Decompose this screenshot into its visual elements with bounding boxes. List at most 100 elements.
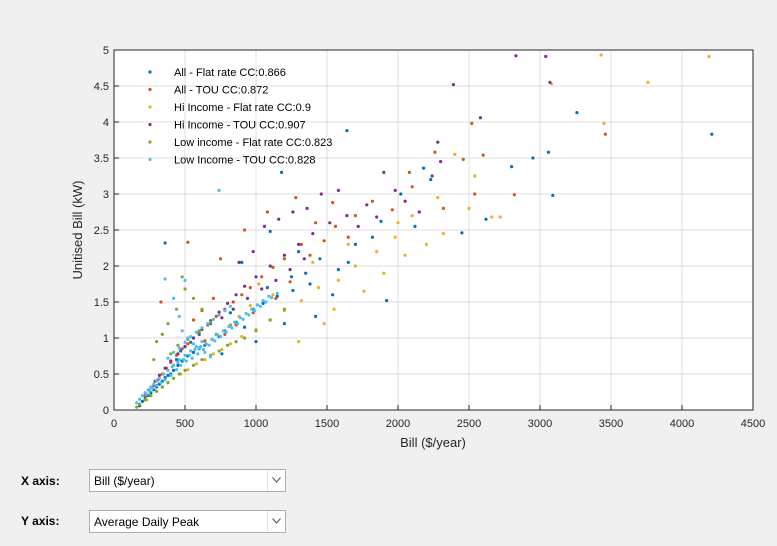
- y-axis-control-label: Y axis:: [21, 514, 60, 528]
- data-point: [186, 342, 190, 346]
- data-point: [245, 296, 250, 300]
- data-point: [152, 358, 156, 362]
- y-tick-label: 4.5: [94, 81, 109, 93]
- data-point: [172, 296, 176, 300]
- x-axis-dropdown[interactable]: Bill ($/year): [89, 469, 286, 492]
- data-point: [551, 193, 555, 197]
- x-tick-label: 1500: [315, 418, 339, 430]
- data-point: [248, 286, 252, 290]
- data-point: [370, 199, 374, 203]
- data-point: [260, 275, 264, 279]
- data-point: [180, 347, 184, 351]
- data-point: [231, 300, 235, 304]
- data-point: [214, 314, 218, 318]
- data-point: [186, 240, 190, 244]
- y-tick-label: 4: [103, 117, 109, 129]
- legend-entry: All - Flat rate CC:0.866: [174, 67, 286, 79]
- y-axis-title: Unitised Bill (kW): [70, 181, 85, 280]
- data-point: [599, 53, 603, 57]
- data-point: [145, 392, 149, 396]
- data-point: [365, 203, 369, 207]
- data-point: [183, 278, 187, 282]
- data-point: [265, 210, 269, 214]
- data-point: [234, 340, 238, 344]
- data-point: [510, 165, 514, 169]
- data-point: [268, 264, 272, 268]
- data-point: [277, 217, 281, 221]
- data-point: [163, 376, 167, 380]
- data-point: [191, 363, 196, 367]
- data-point: [135, 401, 139, 405]
- data-point: [396, 221, 400, 225]
- data-point: [189, 340, 193, 344]
- data-point: [211, 352, 215, 356]
- data-point: [204, 342, 208, 346]
- data-point: [218, 257, 223, 261]
- data-point: [460, 231, 464, 235]
- data-point: [163, 241, 167, 245]
- data-point: [257, 282, 261, 286]
- data-point: [138, 397, 142, 401]
- data-point: [160, 385, 164, 389]
- y-tick-label: 5: [103, 45, 109, 57]
- data-point: [217, 313, 221, 317]
- data-point: [230, 326, 234, 330]
- data-point: [184, 359, 188, 363]
- data-point: [439, 160, 443, 164]
- data-point: [258, 304, 262, 308]
- data-point: [336, 268, 340, 272]
- data-point: [191, 296, 196, 300]
- data-point: [247, 313, 251, 317]
- data-point: [189, 335, 193, 339]
- data-point: [163, 366, 167, 370]
- data-point: [407, 170, 411, 174]
- data-point: [243, 336, 247, 340]
- data-point: [191, 350, 196, 354]
- data-point: [177, 358, 181, 362]
- data-point: [172, 376, 176, 380]
- data-point: [172, 350, 176, 354]
- data-point: [322, 239, 326, 243]
- data-point: [531, 156, 535, 160]
- data-point: [375, 215, 379, 219]
- data-point: [548, 80, 552, 84]
- data-point: [228, 311, 232, 315]
- data-point: [514, 54, 518, 58]
- data-point: [288, 280, 292, 284]
- legend-entry: Hi Income - Flat rate CC:0.9: [174, 102, 311, 114]
- y-tick-label: 3.5: [94, 153, 109, 165]
- y-axis-dropdown[interactable]: Average Daily Peak: [89, 510, 286, 533]
- data-point: [176, 343, 180, 347]
- data-point: [390, 208, 394, 212]
- data-point: [209, 320, 213, 324]
- chevron-down-icon: [267, 511, 285, 532]
- data-point: [176, 352, 180, 356]
- data-point: [197, 332, 201, 336]
- data-point: [288, 268, 292, 272]
- data-point: [481, 153, 485, 157]
- data-point: [260, 287, 264, 291]
- data-point: [265, 286, 269, 290]
- data-point: [478, 116, 482, 120]
- data-point: [243, 284, 247, 288]
- data-point: [314, 221, 318, 225]
- data-point: [183, 353, 187, 357]
- axis-ticks: 0 500 1000 1500 2000 2500 3000 3500 4000 4500 0 0.5…: [94, 45, 766, 430]
- legend-marker: [148, 122, 152, 127]
- legend-marker: [148, 157, 152, 162]
- legend-entry: Low Income - TOU CC:0.828: [174, 155, 315, 167]
- data-point: [241, 317, 245, 321]
- data-point: [403, 199, 407, 203]
- data-point: [191, 342, 196, 346]
- data-point: [172, 368, 176, 372]
- data-point: [274, 296, 278, 300]
- data-point: [424, 242, 428, 246]
- data-point: [282, 257, 286, 261]
- data-point: [174, 368, 179, 372]
- data-point: [546, 150, 551, 154]
- data-point: [280, 170, 284, 174]
- data-point: [140, 394, 144, 398]
- data-point: [311, 232, 315, 236]
- data-point: [224, 330, 228, 334]
- data-point: [707, 54, 711, 59]
